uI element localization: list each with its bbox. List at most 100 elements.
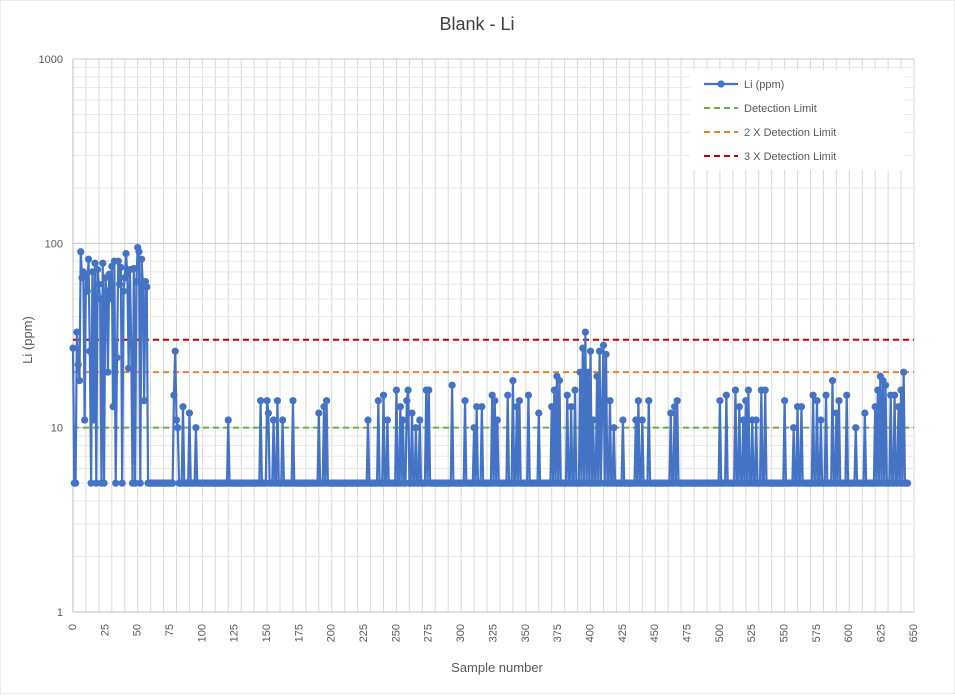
data-point [71,479,80,487]
data-point [586,347,595,355]
data-point [515,397,523,405]
data-point [224,416,232,424]
data-point [408,409,416,417]
data-point [790,424,798,432]
x-tick-label: 300 [455,624,467,642]
gridlines [72,58,915,613]
data-point [100,479,108,487]
data-point [87,479,95,487]
data-point [579,344,587,352]
x-tick-label: 125 [229,624,241,642]
data-point [470,424,478,432]
data-point [86,347,94,355]
data-point [131,479,139,487]
data-point [132,278,140,286]
data-point [602,350,610,358]
x-tick-label: 375 [552,624,564,642]
data-point [598,403,606,411]
x-tick-label: 325 [487,624,499,642]
data-point [185,409,194,417]
x-tick-label: 50 [132,624,144,636]
data-point [752,416,760,424]
x-tick-label: 525 [746,624,758,642]
data-point [105,270,113,278]
data-point [861,409,869,417]
chart-title: Blank - Li [439,14,514,34]
data-point [289,397,297,405]
data-point [122,249,130,258]
data-point [735,403,743,411]
data-point [82,270,90,278]
data-point [761,386,769,394]
x-tick-label: 275 [423,624,435,642]
data-point [125,364,133,372]
data-point [396,403,404,411]
data-point [731,386,740,394]
x-tick-label: 75 [164,624,176,636]
data-point [673,397,681,405]
x-tick-label: 400 [584,624,596,642]
data-point [77,248,85,256]
data-point [822,391,830,399]
data-point [137,255,146,263]
legend-label: 2 X Detection Limit [744,127,836,139]
data-point [179,403,187,411]
data-point [809,391,817,399]
data-point [509,377,517,385]
data-point [461,397,469,405]
data-point [548,403,556,411]
data-point [322,397,331,405]
data-point [619,416,627,424]
data-point [279,416,287,424]
data-point [843,391,851,399]
data-point [119,287,128,295]
data-point [104,368,112,376]
legend-label: Detection Limit [744,103,817,115]
data-point [404,386,412,394]
data-point [81,416,89,424]
data-point [127,341,135,349]
data-point [550,386,558,394]
data-point [130,264,138,273]
x-tick-label: 150 [261,624,273,642]
data-point [257,397,265,405]
data-point [634,397,643,405]
data-point [399,416,407,424]
x-tick-label: 600 [843,624,855,642]
data-point [103,287,111,295]
data-point [599,341,608,349]
data-point [115,280,124,288]
data-point [871,403,879,411]
data-point [273,397,282,405]
data-point [813,397,821,405]
y-tick-label: 1000 [39,54,63,66]
y-tick-labels: 1 10 100 1000 [39,54,63,619]
x-tick-label: 475 [681,624,693,642]
legend: Li (ppm) Detection Limit 2 X Detection Lim… [690,70,905,170]
series-layer [69,243,912,487]
data-point [593,372,601,380]
data-point [832,409,840,417]
y-tick-label: 10 [51,423,63,435]
data-point [379,391,388,399]
data-point [136,479,144,487]
data-point [473,403,481,411]
data-point [75,377,84,385]
data-point [852,424,860,432]
data-point [797,403,806,411]
data-point [504,391,512,399]
data-point [109,403,117,411]
data-point [881,381,890,389]
data-point [903,479,912,487]
data-point [890,391,899,399]
data-point [584,368,592,376]
data-point [828,377,837,385]
data-point [739,416,747,424]
data-point [716,397,724,405]
data-point [374,397,382,405]
data-point [535,409,543,417]
data-point [269,416,278,424]
data-point [117,263,125,272]
data-point [320,403,328,411]
data-point [894,403,903,411]
